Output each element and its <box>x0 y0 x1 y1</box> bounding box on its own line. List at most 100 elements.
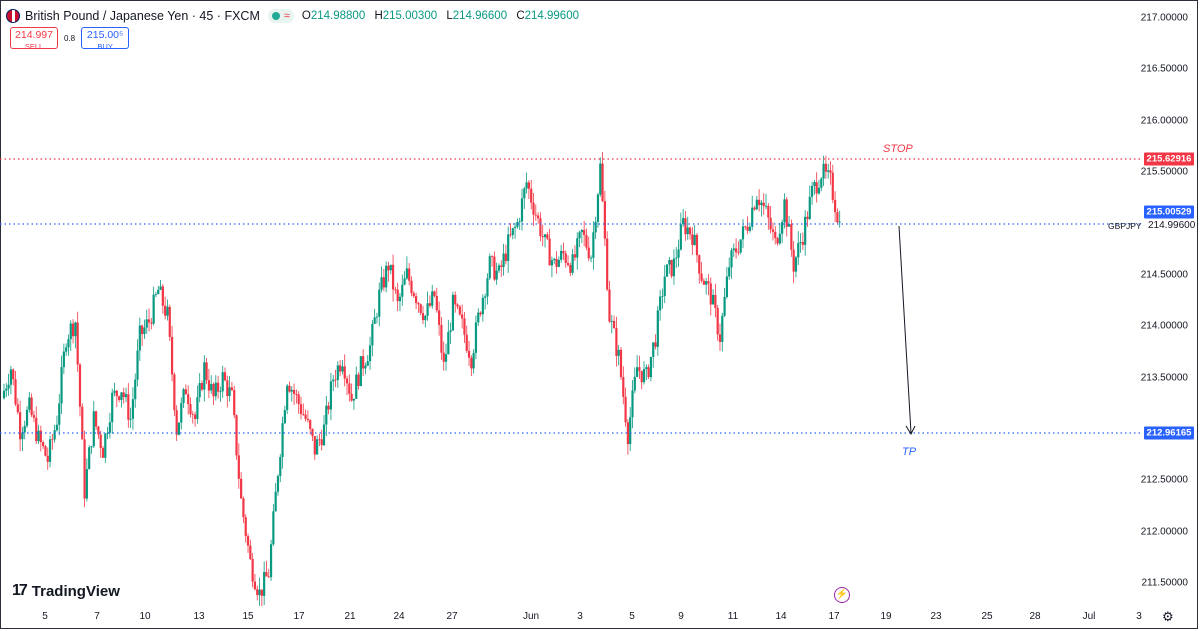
price-tick-label: 216.50000 <box>1140 63 1188 75</box>
candle-body <box>523 188 526 199</box>
candle-body <box>509 234 512 236</box>
candle-body <box>541 236 544 238</box>
candle-body <box>624 396 627 423</box>
candle-body <box>617 349 620 356</box>
candle-body <box>589 257 593 259</box>
candle-body <box>106 432 109 434</box>
candle-body <box>746 226 749 231</box>
candle-body <box>329 381 333 410</box>
candle-body <box>403 278 406 285</box>
time-tick-label: 19 <box>880 611 892 622</box>
candle-body <box>497 265 501 271</box>
candle-body <box>440 324 443 353</box>
candle-body <box>672 258 676 277</box>
candle-body <box>488 256 491 279</box>
candle-body <box>385 265 388 288</box>
candle-body <box>297 394 300 405</box>
candle-body <box>46 455 49 462</box>
candle-body <box>815 182 818 194</box>
tp-label: TP <box>902 446 917 458</box>
candle-body <box>592 232 595 258</box>
candle-body <box>778 233 781 244</box>
candle-body <box>594 221 597 233</box>
candle-body <box>30 397 33 416</box>
candle-body <box>583 229 586 235</box>
candle-body <box>228 387 231 397</box>
candle-body <box>359 356 362 387</box>
candle-body <box>737 252 740 254</box>
candle-body <box>652 342 655 357</box>
candle-body <box>157 289 160 295</box>
candle-body <box>576 238 579 258</box>
price-tick-label: 211.50000 <box>1141 577 1188 589</box>
candle-body <box>566 262 570 266</box>
symbol-title[interactable]: British Pound / Japanese Yen · 45 · FXCM <box>25 9 260 23</box>
candle-body <box>325 405 328 425</box>
candle-body <box>705 281 708 285</box>
candle-body <box>53 430 56 440</box>
candle-body <box>44 446 47 456</box>
candle-body <box>327 405 330 410</box>
candle-body <box>767 205 770 218</box>
tp-price-tag: 212.96165 <box>1144 426 1194 440</box>
candle-body <box>596 194 600 222</box>
candle-body <box>688 227 692 235</box>
candle-body <box>274 491 277 512</box>
candle-body <box>532 202 535 215</box>
candle-body <box>744 226 747 228</box>
candle-body <box>251 558 254 582</box>
candle-body <box>187 394 190 405</box>
candle-body <box>39 430 42 443</box>
buy-button[interactable]: 215.00⁵ BUY <box>81 27 130 51</box>
gear-icon[interactable]: ⚙ <box>1162 609 1174 624</box>
candle-body <box>260 589 263 596</box>
candle-body <box>168 306 171 337</box>
candle-body <box>16 404 19 413</box>
sell-price: 214.997 <box>15 29 53 41</box>
trend-arrow[interactable] <box>898 225 912 434</box>
market-status-pill[interactable]: ≈ <box>267 9 294 23</box>
candle-body <box>562 250 565 254</box>
candle-body <box>790 224 793 250</box>
tradingview-logo[interactable]: 17 TradingView <box>12 582 120 600</box>
candle-body <box>55 424 59 431</box>
time-tick-label: 11 <box>727 611 739 622</box>
candle-body <box>808 196 811 220</box>
candle-body <box>147 319 151 323</box>
candle-body <box>442 352 445 362</box>
candle-body <box>668 259 671 265</box>
sell-button[interactable]: 214.997 SELL <box>10 27 58 51</box>
candle-body <box>173 374 176 411</box>
candle-body <box>684 218 687 235</box>
wave-icon: ≈ <box>283 9 290 22</box>
ohlc-readout: O214.98800 H215.00300 L214.96600 C214.99… <box>302 10 585 22</box>
open-key: O <box>301 10 311 22</box>
candle-body <box>315 439 319 455</box>
candle-body <box>686 227 689 235</box>
candle-body <box>311 429 314 437</box>
candle-body <box>78 364 82 407</box>
candle-body <box>235 415 238 456</box>
candle-body <box>170 336 174 375</box>
candle-body <box>210 383 213 391</box>
lightning-icon[interactable]: ⚡ <box>834 587 850 603</box>
candle-body <box>829 170 832 173</box>
candle-body <box>166 306 169 316</box>
candle-body <box>283 410 286 424</box>
candle-body <box>481 297 484 315</box>
candle-body <box>398 296 402 302</box>
candle-body <box>463 318 466 335</box>
candle-body <box>7 384 10 389</box>
candle-body <box>290 389 293 392</box>
candle-body <box>601 163 604 202</box>
candle-body <box>320 439 323 446</box>
spread-value: 0.8 <box>64 33 76 43</box>
candle-body <box>196 397 199 419</box>
candle-body <box>341 366 344 372</box>
candle-body <box>449 330 452 332</box>
candle-body <box>571 254 574 273</box>
candle-body <box>781 222 784 234</box>
candle-body <box>804 216 807 245</box>
candle-body <box>350 393 353 401</box>
